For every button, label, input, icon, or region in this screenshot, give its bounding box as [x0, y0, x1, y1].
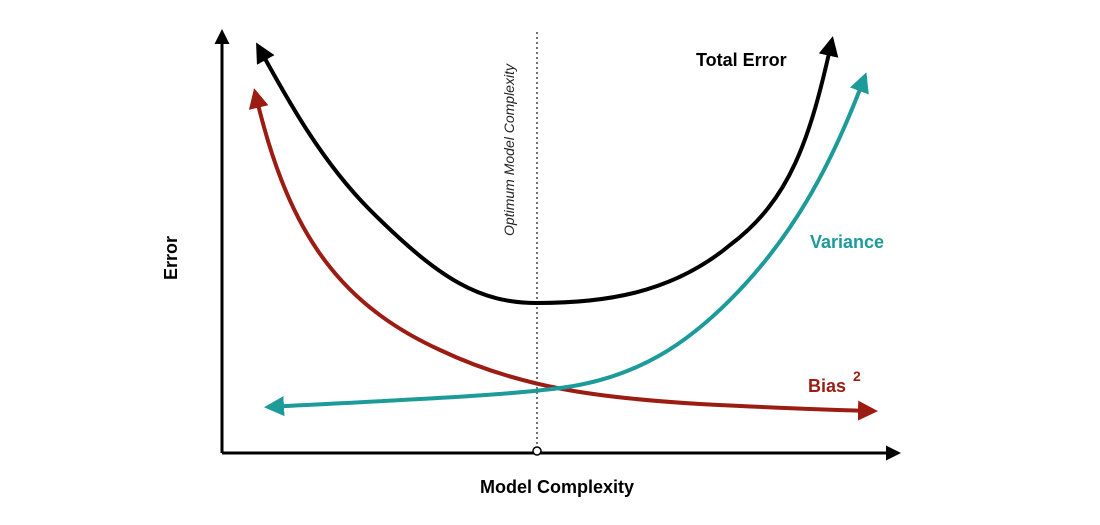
variance-label: Variance [810, 232, 884, 252]
optimum-label: Optimum Model Complexity [501, 63, 517, 236]
total-error-curve [256, 36, 839, 306]
bias-curve [248, 88, 878, 421]
total-error-label: Total Error [696, 50, 787, 70]
bias-exponent: 2 [853, 368, 861, 384]
x-axis-label: Model Complexity [480, 477, 634, 497]
optimum-point [532, 446, 542, 456]
variance-curve [264, 72, 869, 417]
y-axis-label: Error [161, 236, 181, 280]
bias-label: Bias [808, 376, 846, 396]
